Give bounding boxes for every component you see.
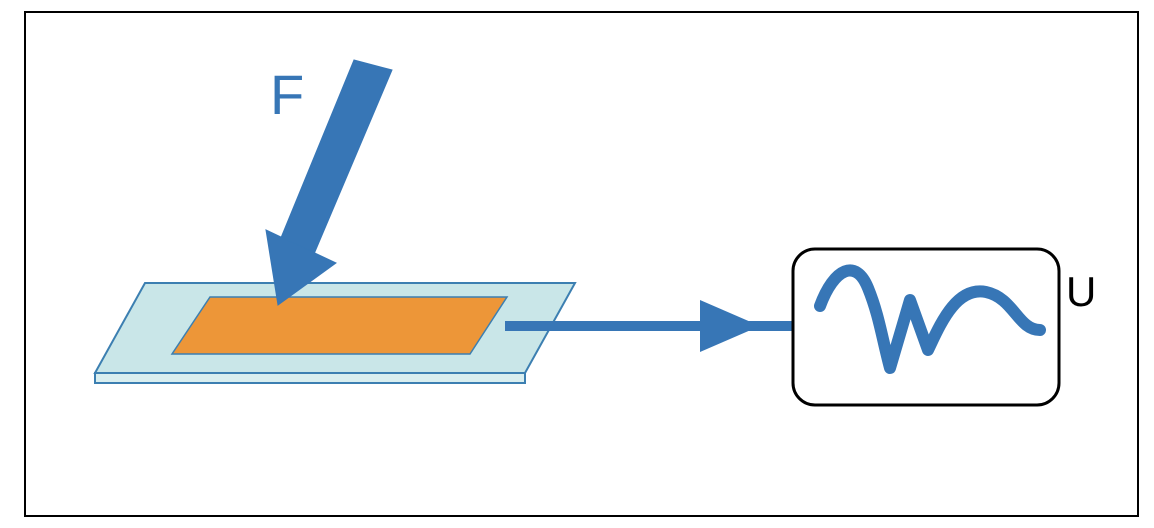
force-label: F xyxy=(270,62,304,127)
output-label: U xyxy=(1066,268,1096,316)
diagram-canvas xyxy=(0,0,1154,528)
